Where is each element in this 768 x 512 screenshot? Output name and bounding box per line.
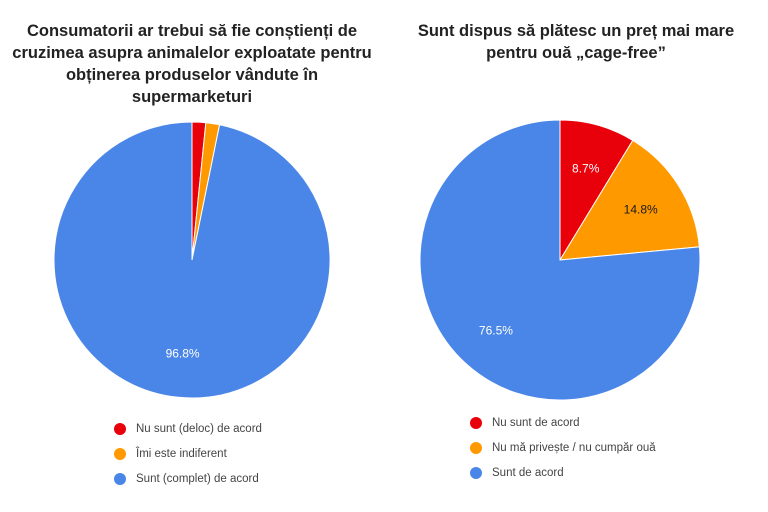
legend-label: Sunt (complet) de acord	[136, 472, 259, 485]
chart-title: Consumatorii ar trebui să fie conștienți…	[12, 22, 372, 106]
legend-item: Sunt de acord	[470, 460, 656, 485]
chart-legend: Nu sunt de acord Nu mă privește / nu cum…	[470, 410, 656, 485]
legend-swatch-icon	[470, 466, 482, 479]
chart-title: Sunt dispus să plătesc un preț mai mare …	[417, 22, 735, 62]
legend-label: Nu sunt (deloc) de acord	[136, 422, 262, 435]
slice-data-label: 14.8%	[624, 202, 658, 216]
legend-item: Sunt (complet) de acord	[114, 466, 262, 491]
legend-item: Îmi este indiferent	[114, 441, 262, 466]
legend-swatch-icon	[114, 447, 126, 460]
pie-slice	[419, 119, 701, 401]
pie-chart: 8.7% 14.8% 76.5%	[419, 119, 701, 401]
chart-panel-right: Sunt dispus să plătesc un preț mai mare …	[384, 0, 768, 512]
legend-item: Nu sunt (deloc) de acord	[114, 416, 262, 441]
pie-chart: 96.8%	[53, 121, 331, 399]
legend-label: Îmi este indiferent	[136, 447, 227, 460]
chart-legend: Nu sunt (deloc) de acord Îmi este indife…	[114, 416, 262, 491]
legend-item: Nu sunt de acord	[470, 410, 656, 435]
legend-swatch-icon	[470, 441, 482, 454]
pie-slice	[559, 139, 700, 261]
legend-item: Nu mă privește / nu cumpăr ouă	[470, 435, 656, 460]
slice-data-label: 76.5%	[479, 323, 513, 337]
slice-data-label: 8.7%	[572, 161, 600, 175]
legend-label: Nu mă privește / nu cumpăr ouă	[492, 441, 656, 454]
legend-swatch-icon	[470, 416, 482, 429]
legend-swatch-icon	[114, 422, 126, 435]
chart-panel-left: Consumatorii ar trebui să fie conștienți…	[12, 22, 372, 491]
legend-label: Sunt de acord	[492, 466, 564, 479]
slice-data-label: 96.8%	[166, 346, 200, 360]
pie-slice	[53, 121, 331, 399]
legend-label: Nu sunt de acord	[492, 416, 580, 429]
legend-swatch-icon	[114, 472, 126, 485]
